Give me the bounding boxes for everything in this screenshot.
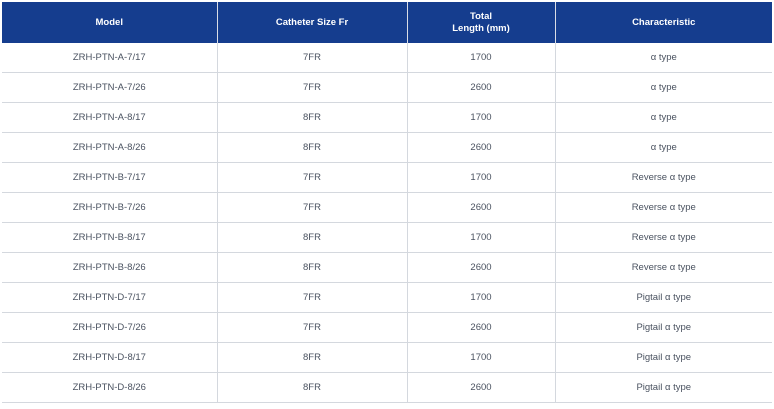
cell-length: 1700 [407,282,556,313]
cell-length: 2600 [407,72,556,103]
cell-characteristic: α type [555,102,772,133]
cell-size: 7FR [217,192,408,223]
header-model: Model [2,2,218,43]
cell-characteristic: Pigtail α type [555,312,772,343]
cell-characteristic: α type [555,132,772,163]
cell-size: 8FR [217,252,408,283]
cell-size: 8FR [217,132,408,163]
cell-model: ZRH-PTN-A-7/17 [2,43,218,73]
cell-characteristic: Pigtail α type [555,342,772,373]
cell-size: 7FR [217,312,408,343]
table-row: ZRH-PTN-B-8/26 8FR 2600 Reverse α type [2,252,772,283]
cell-model: ZRH-PTN-B-7/17 [2,162,218,193]
cell-model: ZRH-PTN-A-8/17 [2,102,218,133]
table-row: ZRH-PTN-D-8/17 8FR 1700 Pigtail α type [2,342,772,373]
cell-length: 2600 [407,312,556,343]
cell-characteristic: Reverse α type [555,222,772,253]
cell-model: ZRH-PTN-B-8/17 [2,222,218,253]
cell-length: 1700 [407,43,556,73]
cell-characteristic: Pigtail α type [555,372,772,403]
cell-length: 2600 [407,372,556,403]
spec-table: Model Catheter Size Fr Total Length (mm)… [2,2,772,403]
cell-model: ZRH-PTN-A-7/26 [2,72,218,103]
table-row: ZRH-PTN-A-8/17 8FR 1700 α type [2,102,772,133]
cell-characteristic: Reverse α type [555,162,772,193]
cell-size: 8FR [217,372,408,403]
header-total-length-line1: Total [470,10,492,22]
cell-size: 7FR [217,72,408,103]
cell-length: 2600 [407,132,556,163]
header-catheter-size: Catheter Size Fr [217,2,408,43]
cell-characteristic: Reverse α type [555,252,772,283]
cell-model: ZRH-PTN-B-7/26 [2,192,218,223]
table-row: ZRH-PTN-B-7/26 7FR 2600 Reverse α type [2,192,772,223]
cell-characteristic: Reverse α type [555,192,772,223]
cell-size: 7FR [217,282,408,313]
cell-model: ZRH-PTN-D-7/26 [2,312,218,343]
table-row: ZRH-PTN-A-7/17 7FR 1700 α type [2,43,772,73]
header-total-length: Total Length (mm) [407,2,556,43]
cell-characteristic: α type [555,43,772,73]
cell-length: 2600 [407,252,556,283]
header-total-length-line2: Length (mm) [452,22,510,34]
table-row: ZRH-PTN-A-8/26 8FR 2600 α type [2,132,772,163]
table-row: ZRH-PTN-B-8/17 8FR 1700 Reverse α type [2,222,772,253]
cell-size: 7FR [217,43,408,73]
header-characteristic: Characteristic [555,2,772,43]
cell-length: 2600 [407,192,556,223]
table-row: ZRH-PTN-A-7/26 7FR 2600 α type [2,72,772,103]
cell-size: 8FR [217,342,408,373]
cell-size: 7FR [217,162,408,193]
cell-length: 1700 [407,342,556,373]
table-row: ZRH-PTN-D-7/17 7FR 1700 Pigtail α type [2,282,772,313]
cell-length: 1700 [407,222,556,253]
cell-characteristic: Pigtail α type [555,282,772,313]
cell-characteristic: α type [555,72,772,103]
cell-model: ZRH-PTN-D-8/26 [2,372,218,403]
cell-model: ZRH-PTN-D-7/17 [2,282,218,313]
cell-length: 1700 [407,102,556,133]
cell-model: ZRH-PTN-A-8/26 [2,132,218,163]
cell-model: ZRH-PTN-B-8/26 [2,252,218,283]
table-row: ZRH-PTN-B-7/17 7FR 1700 Reverse α type [2,162,772,193]
cell-model: ZRH-PTN-D-8/17 [2,342,218,373]
cell-length: 1700 [407,162,556,193]
cell-size: 8FR [217,222,408,253]
table-row: ZRH-PTN-D-8/26 8FR 2600 Pigtail α type [2,372,772,403]
cell-size: 8FR [217,102,408,133]
table-row: ZRH-PTN-D-7/26 7FR 2600 Pigtail α type [2,312,772,343]
header-row: Model Catheter Size Fr Total Length (mm)… [2,2,772,43]
